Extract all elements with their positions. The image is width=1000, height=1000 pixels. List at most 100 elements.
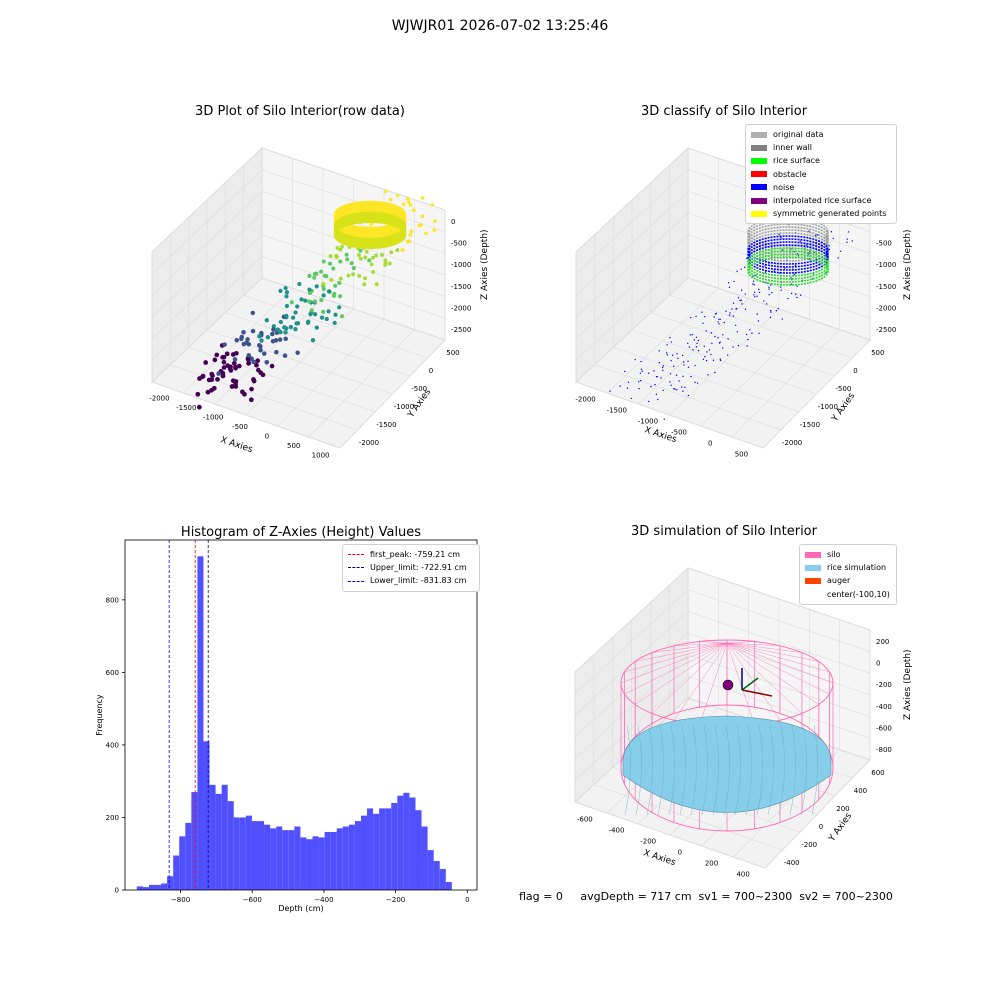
histogram-bar (324, 831, 331, 890)
classify-noise-point (746, 345, 748, 347)
raw-data-point (262, 351, 267, 356)
classify-noise-point (744, 308, 747, 310)
histogram-x-tick-label: −800 (171, 896, 190, 904)
classify-noise-point (733, 280, 735, 283)
raw-z-tick-label: -2000 (451, 305, 471, 313)
legend-swatch (751, 197, 767, 204)
histogram-x-tick-label: 0 (465, 896, 469, 904)
histogram-y-tick-label: 800 (106, 596, 119, 604)
classify-noise-point (846, 241, 848, 244)
classify-noise-point (756, 295, 758, 297)
legend-swatch (751, 171, 767, 178)
classify-grid-line (669, 295, 853, 359)
rice-mesh-line (800, 724, 807, 816)
classify-noise-point (749, 329, 751, 331)
classify-y-tick-label: -1000 (818, 403, 838, 411)
classify-noise-point (702, 322, 704, 324)
simulation-x-axis-label: X Axies (642, 848, 677, 868)
raw-data-point (335, 246, 340, 250)
raw-data-point (332, 291, 337, 296)
raw-data-point (234, 337, 240, 343)
raw-data-point (383, 189, 388, 193)
rice-mesh-line (723, 724, 730, 816)
center-axis-x (741, 689, 773, 697)
raw-data-point (284, 326, 289, 331)
simulation-grid-line (574, 589, 871, 694)
classify-noise-point (728, 314, 731, 316)
rice-mesh-line (745, 724, 752, 816)
classify-noise-point (670, 359, 672, 362)
raw-data-point (248, 397, 254, 403)
classify-noise-point (725, 310, 727, 313)
classify-z-tick-label: -2500 (876, 326, 896, 334)
classify-noise-point (839, 250, 842, 252)
classify-noise-point (707, 374, 709, 376)
legend-label: obstacle (773, 169, 807, 179)
raw-data-point (332, 320, 337, 326)
classify-noise-point (727, 282, 730, 284)
raw-x-tick-label: -2000 (149, 395, 169, 403)
classify-ring-surface (747, 217, 829, 247)
classify-z-axis-label: Z Axies (Depth) (903, 229, 913, 300)
simulation-y-tick-label: 600 (871, 769, 884, 777)
raw-data-point (278, 329, 283, 335)
raw-data-point (331, 266, 336, 271)
raw-data-point (329, 277, 334, 282)
raw-data-point (195, 391, 201, 397)
classify-z-tick-label: -2000 (876, 305, 896, 313)
classify-noise-point (735, 308, 737, 310)
classify-noise-point (670, 341, 672, 343)
raw-data-point (424, 231, 428, 236)
raw-data-point (333, 312, 338, 317)
classify-noise-point (736, 270, 738, 272)
classify-noise-point (799, 240, 801, 243)
raw-data-point (294, 321, 299, 326)
raw-data-point (295, 304, 300, 309)
classify-noise-point (634, 358, 636, 361)
legend-label: symmetric generated points (773, 209, 887, 219)
simulation-y-tick-label: 0 (819, 823, 823, 831)
raw-data-point (430, 203, 435, 207)
classify-x-tick-label: 500 (735, 451, 748, 459)
classify-legend-entry: symmetric generated points (751, 207, 891, 220)
raw-data-point (395, 193, 400, 198)
classify-noise-point (705, 330, 707, 332)
raw-data-point (274, 349, 279, 355)
histogram-bar (197, 556, 204, 890)
classify-noise-point (662, 389, 664, 392)
histogram-bar (306, 839, 313, 890)
raw-data-point (388, 197, 393, 202)
classify-noise-point (777, 307, 779, 310)
raw-data-point (319, 315, 325, 320)
silo-roof-line (726, 642, 803, 714)
raw-data-point (407, 239, 412, 244)
classify-noise-point (851, 240, 853, 242)
classify-noise-point (719, 318, 721, 320)
classify-noise-point (770, 284, 772, 286)
raw-data-point (321, 282, 326, 287)
classify-noise-point (769, 316, 772, 319)
classify-y-tick-label: 500 (871, 349, 884, 357)
classify-plot-title: 3D classify of Silo Interior (640, 104, 808, 119)
classify-noise-point (790, 277, 792, 279)
histogram-bar (233, 817, 240, 890)
simulation-legend: silo rice simulation auger center(-100,10) (799, 544, 897, 605)
classify-noise-point (778, 233, 780, 236)
classify-noise-point (683, 364, 685, 366)
histogram-bar (342, 826, 349, 890)
raw-data-point (210, 373, 215, 379)
simulation-legend-entry: center(-100,10) (805, 588, 891, 601)
silo-roof-line (651, 642, 728, 714)
rice-mesh-line (668, 724, 675, 816)
simulation-z-tick-label: -200 (876, 681, 892, 689)
raw-y-tick-label: 500 (446, 349, 459, 357)
raw-data-point (254, 362, 259, 368)
classify-noise-point (653, 370, 655, 372)
classify-noise-point (702, 358, 705, 361)
classify-noise-point (665, 352, 668, 354)
raw-data-point (196, 404, 202, 410)
histogram-bar (264, 824, 271, 890)
classify-noise-point (726, 354, 729, 356)
classify-noise-point (705, 359, 708, 362)
